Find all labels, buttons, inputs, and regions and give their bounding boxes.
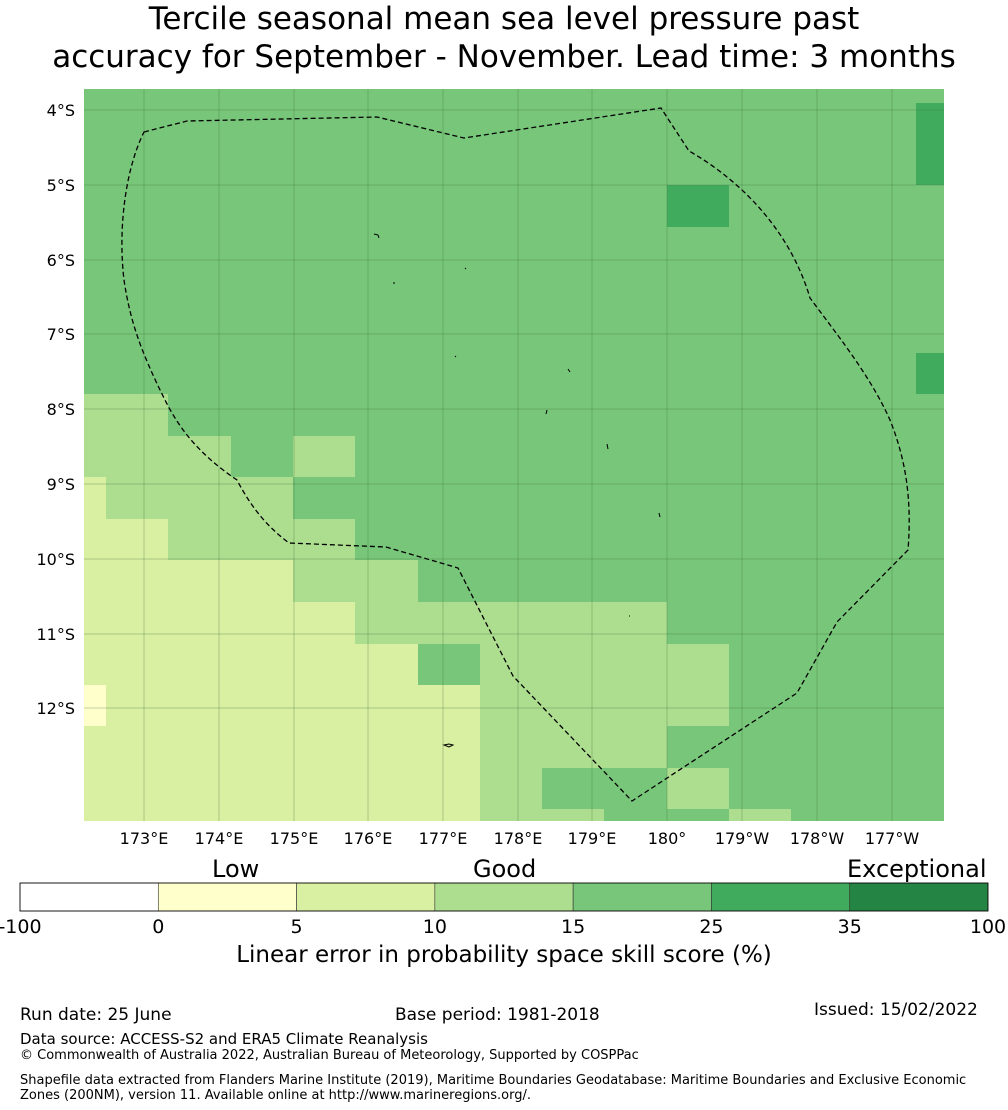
island [606, 443, 609, 450]
longitude-label: 178°E [494, 829, 543, 848]
skill-cell [293, 602, 355, 821]
colorbar-outline [19, 882, 989, 912]
island [658, 512, 661, 518]
island [545, 409, 548, 415]
colorbar-tick: 35 [838, 916, 862, 938]
colorbar-segment [434, 882, 574, 912]
skill-cell [168, 519, 293, 560]
longitude-labels: 173°E 174°E 175°E 176°E 177°E 178°E 179°E 180° 1… [120, 829, 920, 848]
skill-cell [916, 353, 944, 394]
skill-cell [667, 768, 729, 809]
title-line-2: accuracy for September - November. Lead … [52, 39, 956, 75]
latitude-label: 8°S [47, 400, 75, 419]
copyright: © Commonwealth of Australia 2022, Austra… [20, 1048, 639, 1063]
map-title: Tercile seasonal mean sea level pressure… [0, 0, 1008, 76]
skill-cell [480, 809, 604, 821]
skill-cell [480, 644, 667, 685]
longitude-label: 173°E [120, 829, 169, 848]
skill-cell [355, 809, 480, 821]
colorbar-label: Linear error in probability space skill … [236, 942, 772, 968]
colorbar-category-good: Good [473, 855, 537, 883]
latitude-label: 9°S [47, 475, 75, 494]
skill-cell [84, 519, 168, 560]
skill-cell [480, 768, 542, 809]
skill-cell [916, 103, 944, 185]
latitude-label: 5°S [47, 176, 75, 195]
colorbar-tick: 100 [970, 916, 1006, 938]
colorbar-segment [572, 882, 712, 912]
colorbar-tick: 0 [152, 916, 164, 938]
skill-cell [667, 644, 729, 726]
skill-cell [542, 726, 667, 768]
latitude-label: 10°S [36, 550, 75, 569]
skill-cell [106, 477, 293, 519]
longitude-label: 177°W [865, 829, 920, 848]
skill-cell [293, 519, 355, 560]
island [454, 355, 457, 358]
colorbar-segment [19, 882, 159, 912]
base-period: Base period: 1981-2018 [395, 1005, 600, 1025]
latitude-label: 12°S [36, 699, 75, 718]
colorbar-category-exceptional: Exceptional [847, 855, 987, 883]
issued-date: Issued: 15/02/2022 [814, 1000, 978, 1020]
skill-cell [355, 644, 418, 821]
shapefile-credit: Shapefile data extracted from Flanders M… [20, 1073, 967, 1103]
colorbar-segment [157, 882, 297, 912]
skill-cell [293, 560, 418, 602]
run-date: Run date: 25 June [20, 1005, 172, 1025]
colorbar-segment [849, 882, 989, 912]
skill-cell [84, 685, 106, 726]
skill-cell [84, 560, 293, 821]
latitude-label: 6°S [47, 251, 75, 270]
eez-boundary [121, 107, 910, 802]
longitude-label: 175°E [270, 829, 319, 848]
skill-grid [84, 89, 944, 821]
latitude-labels: 4°S 5°S 6°S 7°S 8°S 9°S 10°S 11°S 12°S [36, 101, 75, 718]
skill-cell [84, 477, 106, 519]
skill-cell [418, 602, 667, 644]
colorbar-tick: 25 [699, 916, 723, 938]
graticule [84, 89, 944, 821]
skill-cell [84, 436, 231, 477]
longitude-label: 177°E [419, 829, 468, 848]
skill-cell [667, 185, 729, 227]
colorbar-tick: -100 [0, 916, 42, 938]
colorbar-segment [711, 882, 851, 912]
skill-cell [480, 726, 542, 768]
island [442, 743, 455, 748]
data-source: Data source: ACCESS-S2 and ERA5 Climate … [20, 1030, 428, 1048]
latitude-label: 11°S [36, 625, 75, 644]
longitude-label: 178°W [790, 829, 845, 848]
islands [373, 233, 661, 748]
title-line-1: Tercile seasonal mean sea level pressure… [148, 1, 860, 37]
longitude-label: 179°W [715, 829, 770, 848]
longitude-label: 179°E [568, 829, 617, 848]
skill-cell [293, 436, 355, 477]
skill-cell [106, 394, 168, 436]
skill-cell [729, 809, 791, 821]
island [373, 233, 380, 239]
colorbar: -100 0 5 10 15 25 35 100 [0, 882, 1006, 938]
colorbar-category-low: Low [212, 855, 260, 883]
island [464, 267, 467, 270]
island [567, 368, 571, 373]
skill-cell [480, 685, 667, 726]
longitude-label: 180° [648, 829, 687, 848]
colorbar-tick: 15 [561, 916, 585, 938]
colorbar-segment [296, 882, 436, 912]
colorbar-tick: 5 [291, 916, 303, 938]
longitude-label: 176°E [344, 829, 393, 848]
latitude-label: 7°S [47, 325, 75, 344]
colorbar-tick: 10 [423, 916, 447, 938]
longitude-label: 174°E [195, 829, 244, 848]
latitude-label: 4°S [47, 101, 75, 120]
